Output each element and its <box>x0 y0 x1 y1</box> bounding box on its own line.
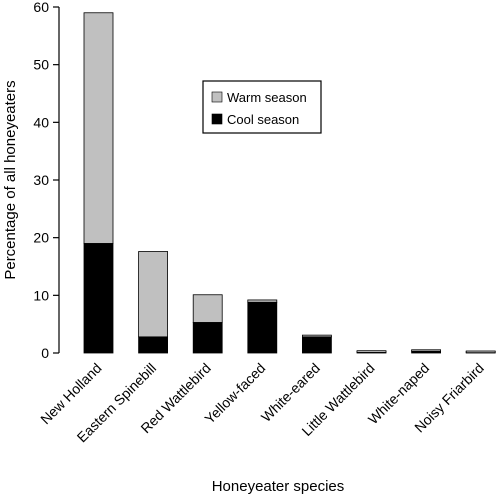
legend-swatch-warm-season <box>211 91 223 103</box>
bar-warm-season-new-holland <box>83 12 114 244</box>
legend-label-cool-season: Cool season <box>227 112 299 127</box>
x-axis-title: Honeyeater species <box>212 478 345 495</box>
y-tick-label: 10 <box>33 287 49 303</box>
legend: Warm season Cool season <box>202 80 322 134</box>
bar-cool-season-white-eared <box>301 336 332 354</box>
bar-cool-season-eastern-spinebill <box>138 336 169 354</box>
y-tick-label: 40 <box>33 114 49 130</box>
legend-label-warm-season: Warm season <box>227 90 307 105</box>
y-tick-label: 20 <box>33 230 49 246</box>
y-tick-label: 60 <box>33 0 49 15</box>
bar-warm-season-white-naped <box>411 349 442 352</box>
legend-box <box>202 80 322 134</box>
bar-warm-season-eastern-spinebill <box>138 251 169 338</box>
y-axis-title: Percentage of all honeyeaters <box>2 80 19 279</box>
y-axis: 0 10 20 30 40 50 60 <box>33 0 60 361</box>
bar-cool-season-red-wattlebird <box>192 322 223 354</box>
bar-cool-season-yellow-faced <box>247 301 278 354</box>
legend-swatch-cool-season <box>211 113 223 125</box>
bar-warm-season-red-wattlebird <box>192 294 223 323</box>
bar-cool-season-new-holland <box>83 243 114 354</box>
bar-warm-season-yellow-faced <box>247 299 278 303</box>
y-tick-label: 50 <box>33 57 49 73</box>
bars <box>83 12 496 354</box>
y-tick-label: 0 <box>41 345 49 361</box>
bar-warm-season-noisy-friarbird <box>465 350 496 354</box>
bar-warm-season-little-wattlebird <box>356 350 387 353</box>
y-tick-label: 30 <box>33 172 49 188</box>
bar-warm-season-white-eared <box>301 334 332 338</box>
